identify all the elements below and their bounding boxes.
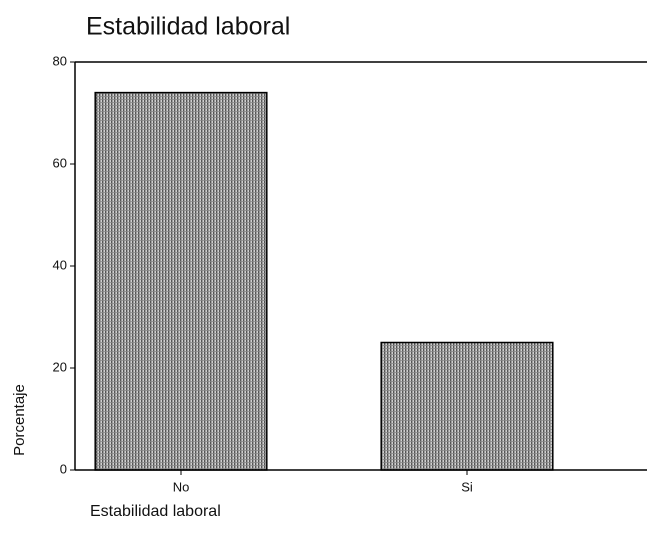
bar-texture (94, 91, 268, 471)
y-tick-label: 0 (60, 461, 67, 476)
y-tick-label: 80 (53, 53, 67, 68)
y-tick-label: 60 (53, 155, 67, 170)
x-axis-label: Estabilidad laboral (90, 503, 221, 520)
chart-title: Estabilidad laboral (86, 13, 290, 41)
x-tick-label: Si (461, 479, 473, 494)
y-axis-label: Porcentaje (11, 384, 28, 456)
y-tick-label: 20 (53, 359, 67, 374)
y-tick-label: 40 (53, 257, 67, 272)
bar-texture (380, 341, 554, 471)
x-tick-label: No (173, 479, 190, 494)
